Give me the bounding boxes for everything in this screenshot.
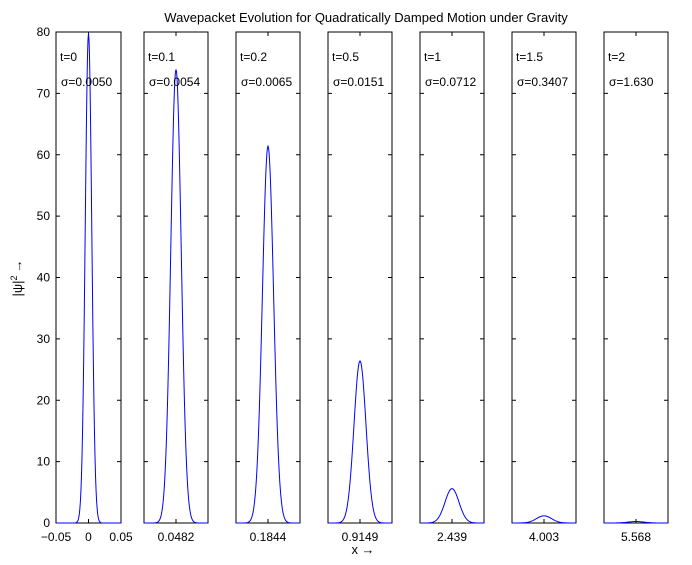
- sigma-label: σ=0.0712: [425, 75, 476, 89]
- chart-title: Wavepacket Evolution for Quadratically D…: [164, 10, 568, 25]
- panel-1: 0.0482 t=0.1 σ=0.0054: [143, 31, 209, 544]
- panel-6: 5.568 t=2 σ=1.630: [603, 31, 669, 544]
- wavepacket-curve: [328, 360, 392, 524]
- y-tick-label: 0: [43, 516, 50, 530]
- time-label: t=0: [60, 50, 77, 64]
- y-axis-label-sup: 2: [9, 275, 19, 280]
- sigma-label: σ=0.0151: [333, 75, 384, 89]
- wavepacket-curve: [420, 488, 484, 524]
- y-tick-label: 50: [37, 209, 51, 223]
- panel-2: 0.1844 t=0.2 σ=0.0065: [235, 31, 301, 544]
- panel-frame: [55, 31, 122, 524]
- x-axis-label: x →: [351, 542, 374, 557]
- panel-frame: [235, 31, 301, 524]
- x-tick-label: 0.0482: [158, 530, 195, 544]
- x-tick-label: 5.568: [621, 530, 651, 544]
- time-label: t=2: [608, 50, 625, 64]
- sigma-label: σ=0.0065: [241, 75, 292, 89]
- wavepacket-curve: [512, 515, 576, 524]
- y-tick-label: 20: [37, 393, 51, 407]
- panel-frame: [143, 31, 209, 524]
- y-tick-label: 40: [37, 271, 51, 285]
- wavepacket-curve: [604, 521, 668, 524]
- sigma-label: σ=0.0054: [149, 75, 200, 89]
- y-axis-label: |ψ|2 →: [9, 259, 25, 296]
- panel-frame: [603, 31, 669, 524]
- x-tick-label: 2.439: [437, 530, 467, 544]
- sigma-label: σ=0.0050: [61, 75, 112, 89]
- sigma-label: σ=1.630: [609, 75, 654, 89]
- wavepacket-curve: [144, 69, 208, 524]
- x-tick-label: 4.003: [529, 530, 559, 544]
- time-label: t=0.5: [332, 50, 359, 64]
- x-tick-label: −0.05: [41, 530, 72, 544]
- panel-frame: [327, 31, 393, 524]
- sigma-label: σ=0.3407: [517, 75, 568, 89]
- y-tick-label: 80: [37, 25, 51, 39]
- y-tick-label: 10: [37, 455, 51, 469]
- panel-4: 2.439 t=1 σ=0.0712: [419, 31, 485, 544]
- time-label: t=0.2: [240, 50, 267, 64]
- x-tick-label: 0.1844: [250, 530, 287, 544]
- x-tick-label: 0: [85, 530, 92, 544]
- y-tick-label: 70: [37, 86, 51, 100]
- y-axis-label-base: |ψ|: [10, 280, 25, 296]
- panel-5: 4.003 t=1.5 σ=0.3407: [511, 31, 577, 544]
- wavepacket-curve: [56, 33, 121, 524]
- time-label: t=1: [424, 50, 441, 64]
- time-label: t=0.1: [148, 50, 175, 64]
- y-tick-label: 60: [37, 148, 51, 162]
- panel-3: 0.9149 t=0.5 σ=0.0151: [327, 31, 393, 544]
- y-axis-label-arrow: →: [10, 259, 25, 272]
- x-tick-label: 0.9149: [342, 530, 379, 544]
- panel-frame: [511, 31, 577, 524]
- time-label: t=1.5: [516, 50, 543, 64]
- wavepacket-curve: [236, 144, 300, 524]
- x-tick-label: 0.05: [109, 530, 133, 544]
- y-tick-label: 30: [37, 332, 51, 346]
- panel-frame: [419, 31, 485, 524]
